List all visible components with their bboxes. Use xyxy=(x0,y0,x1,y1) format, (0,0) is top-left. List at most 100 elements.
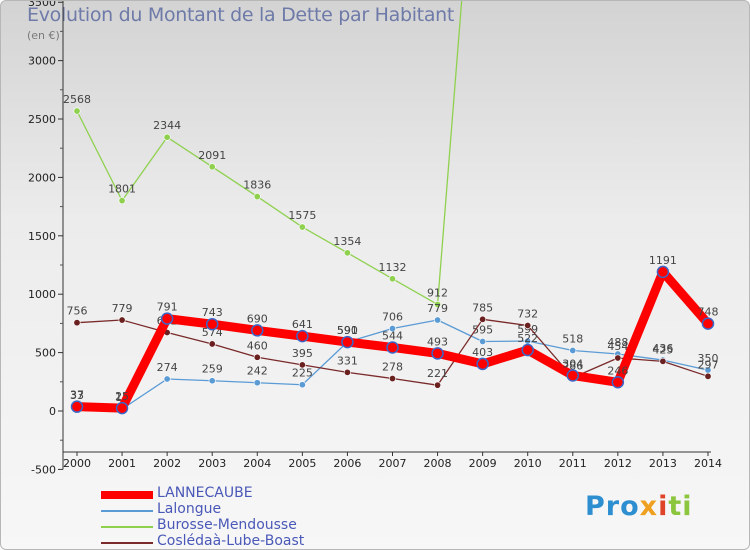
legend-label-lannecaube: LANNECAUBE xyxy=(157,485,253,501)
data-label-cosl-da-lube-boast: 779 xyxy=(112,302,133,315)
data-label-lannecaube: 791 xyxy=(157,301,178,314)
y-tick-label: 2500 xyxy=(28,113,56,126)
data-label-lalongue: 225 xyxy=(292,367,313,380)
data-label-lannecaube: 304 xyxy=(562,357,583,370)
data-label-lalongue: 518 xyxy=(562,332,583,345)
data-label-burosse-mendousse: 912 xyxy=(427,286,448,299)
x-tick-label: 2014 xyxy=(694,457,722,470)
data-point-lalongue xyxy=(434,316,442,324)
data-label-burosse-mendousse: 1801 xyxy=(108,183,136,196)
legend-swatch-cosledaa-lube-boast xyxy=(101,542,153,544)
data-point-burosse-mendousse xyxy=(118,197,126,205)
data-point-lalongue xyxy=(208,377,216,385)
data-point-cosl-da-lube-boast xyxy=(73,319,81,327)
chart-title: Evolution du Montant de la Dette par Hab… xyxy=(27,4,455,26)
data-point-lalongue xyxy=(163,375,171,383)
data-label-lalongue: 488 xyxy=(607,336,628,349)
data-point-cosl-da-lube-boast xyxy=(704,372,712,380)
data-label-cosl-da-lube-boast: 460 xyxy=(247,339,268,352)
data-label-lannecaube: 641 xyxy=(292,318,313,331)
x-tick-label: 2011 xyxy=(559,457,587,470)
data-point-lalongue xyxy=(253,379,261,387)
legend-swatch-lalongue xyxy=(101,510,153,512)
data-label-lannecaube: 25 xyxy=(115,390,129,403)
data-label-cosl-da-lube-boast: 756 xyxy=(67,305,88,318)
data-label-lannecaube: 743 xyxy=(202,306,223,319)
legend-label-burosse-mendousse: Burosse-Mendousse xyxy=(157,517,297,533)
data-label-burosse-mendousse: 1354 xyxy=(333,235,361,248)
data-point-cosl-da-lube-boast xyxy=(118,316,126,324)
x-tick-label: 2001 xyxy=(108,457,136,470)
data-point-lannecaube xyxy=(205,317,219,331)
data-point-burosse-mendousse xyxy=(208,163,216,171)
data-label-lannecaube: 544 xyxy=(382,329,403,342)
x-tick-label: 2008 xyxy=(424,457,452,470)
x-tick-label: 2005 xyxy=(288,457,316,470)
data-point-lannecaube xyxy=(431,347,444,360)
data-label-lannecaube: 37 xyxy=(70,389,84,402)
data-point-lannecaube xyxy=(656,265,670,279)
data-point-lannecaube xyxy=(115,401,129,415)
data-point-lannecaube xyxy=(701,317,715,330)
x-tick-label: 2003 xyxy=(198,457,226,470)
data-point-burosse-mendousse xyxy=(298,223,306,231)
data-point-cosl-da-lube-boast xyxy=(388,375,396,383)
y-tick-label: 1000 xyxy=(28,288,56,301)
x-tick-label: 2013 xyxy=(649,457,677,470)
data-point-burosse-mendousse xyxy=(253,193,261,201)
data-label-cosl-da-lube-boast: 732 xyxy=(517,308,538,321)
data-point-lannecaube xyxy=(611,376,625,389)
data-point-cosl-da-lube-boast xyxy=(614,354,622,362)
data-point-cosl-da-lube-boast xyxy=(253,353,261,361)
data-point-lannecaube xyxy=(521,343,534,357)
data-label-cosl-da-lube-boast: 331 xyxy=(337,354,358,367)
x-tick-label: 2006 xyxy=(333,457,361,470)
data-label-lannecaube: 690 xyxy=(247,312,268,325)
data-point-burosse-mendousse xyxy=(388,275,396,283)
data-label-cosl-da-lube-boast: 425 xyxy=(652,343,673,356)
x-tick-label: 2007 xyxy=(378,457,406,470)
data-point-lalongue xyxy=(479,338,487,346)
x-tick-label: 2010 xyxy=(514,457,542,470)
data-point-lannecaube xyxy=(160,312,174,325)
data-point-lannecaube xyxy=(386,341,399,354)
data-label-burosse-mendousse: 2344 xyxy=(153,119,181,132)
data-label-lalongue: 706 xyxy=(382,311,403,324)
data-label-lalongue: 33 xyxy=(70,389,84,402)
legend-swatch-lannecaube xyxy=(101,491,153,499)
data-label-lalongue: 350 xyxy=(697,352,718,365)
data-label-burosse-mendousse: 1575 xyxy=(288,209,316,222)
data-label-lannecaube: 522 xyxy=(517,332,538,345)
data-label-burosse-mendousse: 1836 xyxy=(243,179,271,192)
legend-swatch-burosse-mendousse xyxy=(101,526,153,528)
data-label-lannecaube: 246 xyxy=(607,364,628,377)
data-label-cosl-da-lube-boast: 785 xyxy=(472,301,493,314)
data-label-burosse-mendousse: 2568 xyxy=(63,93,91,106)
data-point-lalongue xyxy=(388,325,396,333)
legend-label-cosledaa-lube-boast: Coslédaà-Lube-Boast xyxy=(157,533,305,549)
data-point-cosl-da-lube-boast xyxy=(208,340,216,348)
data-point-burosse-mendousse xyxy=(73,107,81,115)
data-label-burosse-mendousse: 2091 xyxy=(198,149,226,162)
data-label-lannecaube: 1191 xyxy=(649,254,677,267)
data-point-burosse-mendousse xyxy=(163,133,171,141)
data-label-lalongue: 591 xyxy=(337,324,358,337)
chart-subtitle: (en €) xyxy=(27,29,60,42)
data-label-cosl-da-lube-boast: 454 xyxy=(607,340,628,353)
data-point-cosl-da-lube-boast xyxy=(659,357,667,365)
data-point-cosl-da-lube-boast xyxy=(298,361,306,369)
data-point-cosl-da-lube-boast xyxy=(479,315,487,323)
data-label-lannecaube: 748 xyxy=(697,306,718,319)
data-label-lalongue: 274 xyxy=(157,361,178,374)
data-point-lannecaube xyxy=(251,324,264,337)
data-label-lannecaube: 590 xyxy=(337,324,358,337)
data-label-cosl-da-lube-boast: 278 xyxy=(382,361,403,374)
data-label-cosl-da-lube-boast: 395 xyxy=(292,347,313,360)
data-point-cosl-da-lube-boast xyxy=(343,368,351,376)
data-label-burosse-mendousse: 1132 xyxy=(378,261,406,274)
data-point-lalongue xyxy=(569,346,577,354)
data-label-lalongue: 259 xyxy=(202,363,223,376)
data-point-lannecaube xyxy=(341,335,354,349)
